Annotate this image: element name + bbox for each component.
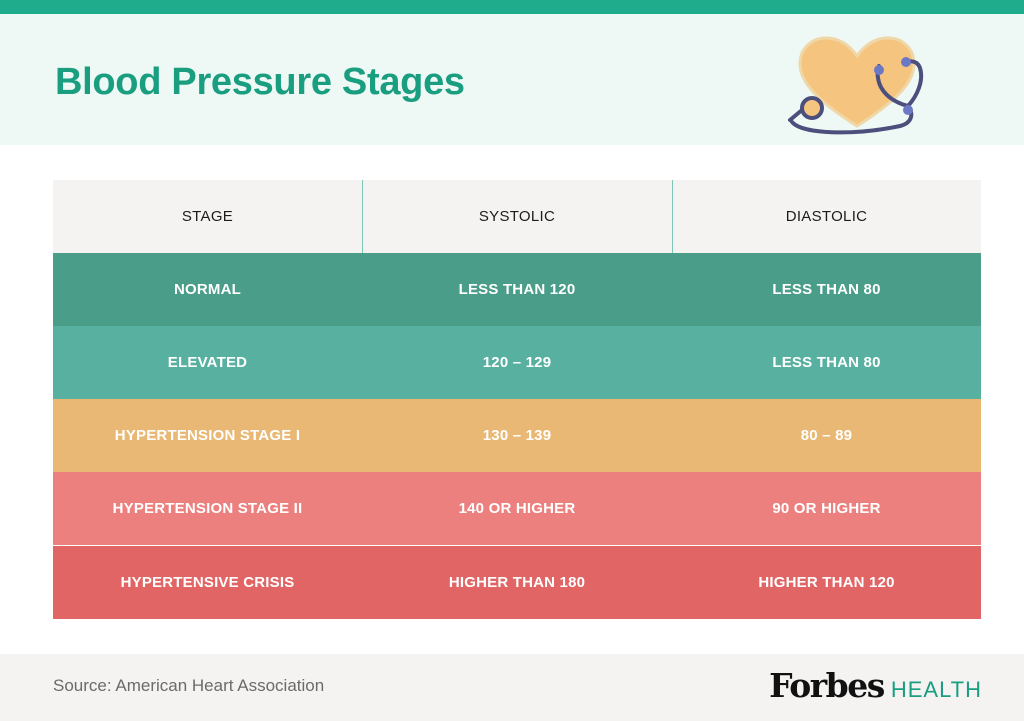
- diastolic-cell: 90 OR HIGHER: [772, 500, 881, 517]
- heart-with-stethoscope-icon: [788, 36, 924, 135]
- footer: Source: American Heart Association Forbe…: [0, 654, 1024, 721]
- column-header-stage: STAGE: [181, 208, 234, 225]
- systolic-cell: HIGHER THAN 180: [448, 574, 586, 591]
- table-row: HYPERTENSION STAGE II 140 OR HIGHER 90 O…: [53, 472, 981, 545]
- stage-cell: HYPERTENSION STAGE I: [114, 427, 301, 444]
- column-header-systolic: SYSTOLIC: [478, 208, 556, 225]
- column-divider: [362, 180, 363, 253]
- brand-main: Forbes: [769, 666, 885, 705]
- stage-cell: HYPERTENSION STAGE II: [112, 500, 303, 517]
- systolic-cell: 130 – 139: [482, 427, 552, 444]
- stage-cell: NORMAL: [173, 281, 242, 298]
- diastolic-cell: 80 – 89: [800, 427, 853, 444]
- table-row: HYPERTENSION STAGE I 130 – 139 80 – 89: [53, 399, 981, 472]
- header: Blood Pressure Stages: [0, 14, 1024, 145]
- table-header: STAGE SYSTOLIC DIASTOLIC: [53, 180, 981, 253]
- brand-sub: HEALTH: [890, 677, 982, 702]
- stage-cell: ELEVATED: [167, 354, 248, 371]
- blood-pressure-table: STAGE SYSTOLIC DIASTOLIC NORMAL LESS THA…: [53, 180, 981, 619]
- table-row: ELEVATED 120 – 129 LESS THAN 80: [53, 326, 981, 399]
- systolic-cell: 140 OR HIGHER: [458, 500, 576, 517]
- top-accent-bar: [0, 0, 1024, 14]
- column-divider: [672, 180, 673, 253]
- forbes-health-logo: Forbes HEALTH: [769, 666, 982, 705]
- table-row: NORMAL LESS THAN 120 LESS THAN 80: [53, 253, 981, 326]
- table-row: HYPERTENSIVE CRISIS HIGHER THAN 180 HIGH…: [53, 546, 981, 619]
- page-title: Blood Pressure Stages: [55, 61, 465, 103]
- heart-shape: [798, 36, 916, 128]
- diastolic-cell: LESS THAN 80: [772, 281, 881, 298]
- source-text: Source: American Heart Association: [53, 676, 325, 695]
- diastolic-cell: HIGHER THAN 120: [758, 574, 895, 591]
- stage-cell: HYPERTENSIVE CRISIS: [120, 574, 295, 591]
- column-header-diastolic: DIASTOLIC: [785, 208, 868, 225]
- systolic-cell: LESS THAN 120: [458, 281, 576, 298]
- diastolic-cell: LESS THAN 80: [772, 354, 881, 371]
- systolic-cell: 120 – 129: [482, 354, 552, 371]
